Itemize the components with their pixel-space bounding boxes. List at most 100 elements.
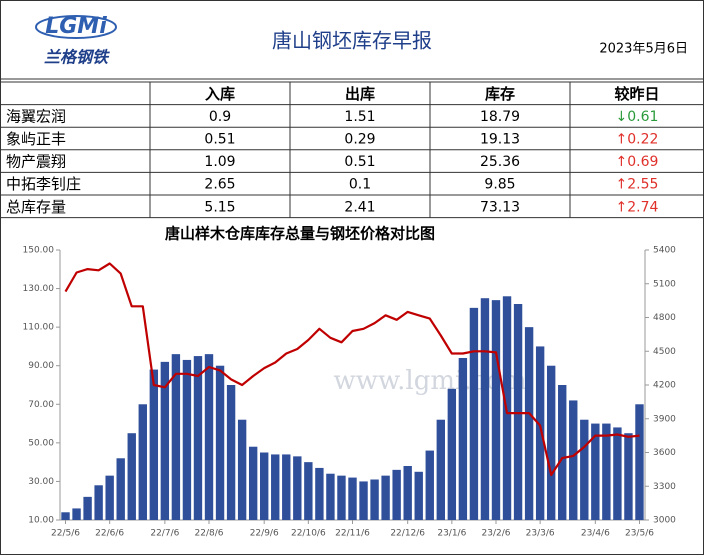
bar	[469, 307, 479, 520]
bar	[524, 327, 534, 520]
cell: ↑2.74	[616, 199, 659, 215]
x-tick-label: 22/5/6	[51, 529, 80, 539]
x-tick-label: 23/5/6	[625, 529, 654, 539]
y2-tick-label: 3900	[653, 414, 676, 424]
cell: 5.15	[204, 199, 235, 215]
bar	[558, 385, 567, 520]
y-tick-label: 70.00	[28, 400, 54, 410]
bar	[491, 300, 501, 520]
y-tick-label: 10.00	[28, 516, 54, 526]
bar	[248, 446, 258, 520]
x-tick-label: 22/7/6	[150, 529, 179, 539]
bar	[381, 475, 390, 520]
logo-ring	[35, 15, 117, 39]
y2-tick-label: 5400	[653, 246, 676, 256]
x-tick-label: 22/8/6	[195, 529, 224, 539]
y2-tick-label: 3000	[653, 516, 676, 526]
bar	[535, 346, 545, 520]
bar	[359, 481, 368, 520]
price-line	[64, 262, 640, 477]
y-tick-label: 30.00	[28, 477, 54, 487]
x-tick-label: 23/2/6	[482, 529, 511, 539]
y-tick-label: 90.00	[28, 361, 54, 371]
cell: ↑0.22	[616, 132, 659, 148]
cell: 2.65	[204, 177, 235, 193]
bar	[304, 462, 313, 520]
bar	[215, 365, 225, 520]
bar	[580, 419, 589, 520]
bar	[271, 454, 280, 520]
logo: LGMi	[45, 14, 107, 39]
bar	[193, 356, 203, 520]
bar	[458, 358, 468, 520]
bar	[237, 419, 247, 520]
y-tick-label: 150.00	[23, 246, 55, 256]
bar	[480, 298, 490, 520]
row-label: 中拓李钊庄	[6, 175, 81, 193]
bar	[447, 388, 457, 520]
y-tick-label: 50.00	[28, 438, 54, 448]
cell: 0.1	[349, 177, 371, 193]
chart: 唐山样木仓库库存总量与钢坯价格对比图www.lgmi.com10.0030.00…	[23, 225, 677, 539]
bar	[116, 458, 125, 520]
bar	[226, 385, 236, 520]
bar	[105, 475, 114, 520]
bar	[171, 354, 181, 520]
cell: 25.36	[480, 154, 520, 170]
cell: ↓0.61	[616, 109, 659, 125]
y-tick-label: 130.00	[23, 284, 55, 294]
cell: 0.51	[204, 132, 235, 148]
cell: ↑0.69	[616, 154, 659, 170]
bar	[72, 508, 81, 520]
bar	[425, 450, 434, 520]
x-tick-label: 22/6/6	[95, 529, 124, 539]
y2-tick-label: 5100	[653, 279, 676, 289]
bar	[260, 452, 269, 520]
bar	[569, 400, 578, 520]
y2-tick-label: 3300	[653, 482, 676, 492]
cell: 0.29	[344, 132, 375, 148]
row-label: 总库存量	[6, 198, 66, 216]
bar	[326, 473, 335, 520]
column-header: 库存	[485, 85, 515, 103]
bar	[293, 456, 302, 520]
bar	[635, 404, 644, 520]
bar	[138, 404, 147, 520]
bar	[94, 485, 103, 520]
cell: 9.85	[484, 177, 515, 193]
x-tick-label: 22/9/6	[250, 529, 279, 539]
chart-title: 唐山样木仓库库存总量与钢坯价格对比图	[165, 225, 435, 243]
column-header: 较昨日	[614, 85, 659, 103]
cell: 2.41	[344, 199, 375, 215]
bar	[591, 423, 600, 520]
bar	[602, 423, 611, 520]
column-header: 入库	[205, 85, 235, 103]
column-header: 出库	[345, 85, 375, 103]
y2-tick-label: 4500	[653, 347, 676, 357]
y2-tick-label: 4200	[653, 381, 676, 391]
x-tick-label: 23/1/6	[437, 529, 466, 539]
bar	[546, 365, 556, 520]
cell: 19.13	[480, 132, 520, 148]
y2-tick-label: 3600	[653, 448, 676, 458]
row-label: 象屿正丰	[6, 130, 66, 148]
x-tick-label: 22/11/6	[335, 529, 370, 539]
y-tick-label: 110.00	[23, 323, 55, 333]
bar	[315, 467, 324, 520]
bar	[436, 419, 445, 520]
bar	[204, 354, 214, 520]
cell: 1.51	[344, 109, 375, 125]
cell: ↑2.55	[616, 177, 659, 193]
bar	[127, 433, 136, 520]
y2-tick-label: 4800	[653, 313, 676, 323]
x-tick-label: 23/3/6	[526, 529, 555, 539]
cell: 73.13	[480, 199, 520, 215]
bar	[160, 361, 170, 520]
x-tick-label: 22/10/6	[291, 529, 326, 539]
cell: 0.51	[344, 154, 375, 170]
bar	[414, 471, 423, 520]
bar	[337, 475, 346, 520]
